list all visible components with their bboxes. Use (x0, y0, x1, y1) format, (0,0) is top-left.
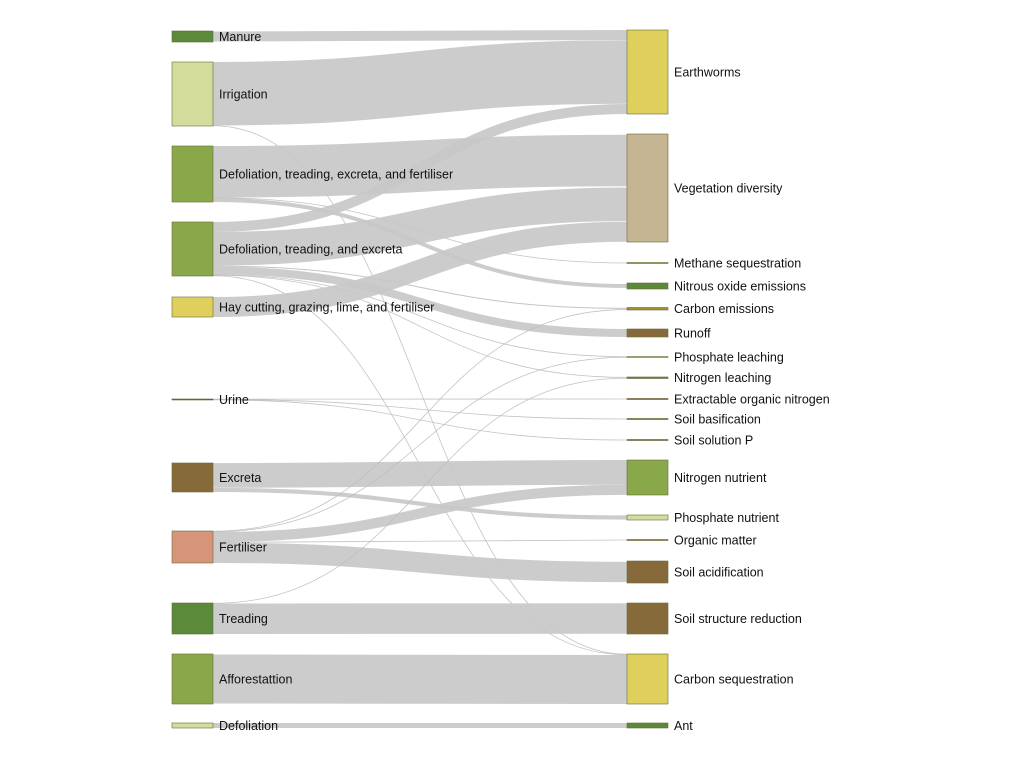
sankey-links (212, 30, 628, 729)
target-node-nleach (626, 376, 669, 379)
link-urine-to-soilbas (212, 399, 628, 420)
source-node-defoliation (171, 722, 214, 729)
sankey-nodes (171, 29, 669, 729)
target-node-orgmat (626, 539, 669, 541)
link-dte-to-vegdiv (212, 187, 628, 266)
link-dte-to-earthworms (212, 104, 628, 232)
target-label-vegdiv: Vegetation diversity (674, 181, 783, 195)
target-label-orgmat: Organic matter (674, 533, 757, 547)
source-label-fertiliser: Fertiliser (219, 540, 267, 554)
source-node-manure (171, 30, 214, 43)
target-node-soilstruct (626, 602, 669, 635)
target-node-vegdiv (626, 133, 669, 243)
link-treading-to-nleach (212, 377, 628, 604)
target-node-n2o (626, 282, 669, 290)
source-node-afforestation (171, 653, 214, 705)
source-node-dte (171, 221, 214, 277)
link-excreta-to-pnut (212, 487, 628, 520)
target-node-soilbas (626, 418, 669, 420)
target-label-ant: Ant (674, 719, 693, 733)
target-node-pnut (626, 514, 669, 521)
target-node-eon (626, 398, 669, 400)
target-node-earthworms (626, 29, 669, 115)
source-label-afforestation: Afforestattion (219, 672, 292, 686)
link-dte-to-carbonem (212, 265, 628, 309)
target-label-phosleach: Phosphate leaching (674, 350, 784, 364)
target-label-runoff: Runoff (674, 326, 711, 340)
target-label-soilacid: Soil acidification (674, 565, 764, 579)
target-label-carbonem: Carbon emissions (674, 302, 774, 316)
source-node-excreta (171, 462, 214, 493)
link-manure-to-earthworms (212, 30, 628, 42)
target-node-carbonem (626, 307, 669, 311)
source-node-fertiliser (171, 530, 214, 564)
link-excreta-to-nnut (212, 460, 628, 488)
source-label-treading: Treading (219, 612, 268, 626)
target-label-methane: Methane sequestration (674, 256, 801, 270)
target-label-carbonseq: Carbon sequestration (674, 672, 794, 686)
target-node-methane (626, 262, 669, 264)
target-node-carbonseq (626, 653, 669, 705)
target-label-soilstruct: Soil structure reduction (674, 612, 802, 626)
source-node-dtef (171, 145, 214, 203)
target-node-soilacid (626, 560, 669, 584)
source-node-treading (171, 602, 214, 635)
link-fertiliser-to-carbonem (212, 309, 628, 532)
target-label-nnut: Nitrogen nutrient (674, 471, 767, 485)
source-label-defoliation: Defoliation (219, 719, 278, 733)
link-fertiliser-to-soilacid (212, 542, 628, 583)
sankey-labels: Manure Irrigation Defoliation, treading, e… (219, 30, 830, 733)
target-label-eon: Extractable organic nitrogen (674, 392, 830, 406)
link-fertiliser-to-orgmat (212, 539, 628, 543)
link-hay-to-vegdiv (212, 221, 628, 317)
source-label-excreta: Excreta (219, 471, 261, 485)
source-label-hay: Hay cutting, grazing, lime, and fertilis… (219, 300, 434, 314)
source-node-irrigation (171, 61, 214, 127)
link-dte-to-nleach (212, 274, 628, 378)
link-irrigation-to-earthworms (212, 40, 628, 126)
target-node-ant (626, 722, 669, 729)
target-node-soilsol (626, 439, 669, 441)
source-label-manure: Manure (219, 30, 261, 44)
target-label-n2o: Nitrous oxide emissions (674, 279, 806, 293)
source-label-dte: Defoliation, treading, and excreta (219, 242, 402, 256)
target-label-nleach: Nitrogen leaching (674, 371, 771, 385)
link-fertiliser-to-phosleach (212, 356, 628, 533)
source-label-urine: Urine (219, 393, 249, 407)
target-label-earthworms: Earthworms (674, 65, 741, 79)
target-label-soilsol: Soil solution P (674, 433, 753, 447)
link-dte-to-runoff (212, 266, 628, 337)
source-node-urine (171, 398, 214, 401)
link-fertiliser-to-nnut (212, 484, 628, 543)
target-label-pnut: Phosphate nutrient (674, 511, 779, 525)
target-label-soilbas: Soil basification (674, 412, 761, 426)
source-node-hay (171, 296, 214, 318)
target-node-nnut (626, 459, 669, 496)
target-node-runoff (626, 328, 669, 338)
source-label-dtef: Defoliation, treading, excreta, and fert… (219, 167, 453, 181)
source-label-irrigation: Irrigation (219, 87, 268, 101)
target-node-phosleach (626, 356, 669, 358)
link-dte-to-phosleach (212, 274, 628, 358)
